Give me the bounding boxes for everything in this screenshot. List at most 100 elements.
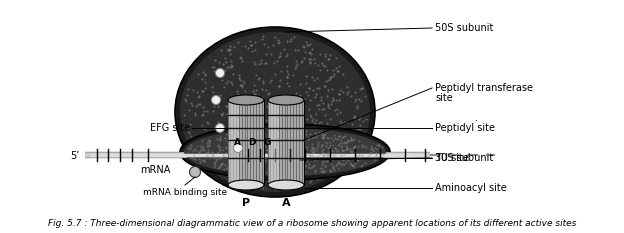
Point xyxy=(308,89,318,92)
Point xyxy=(202,144,212,148)
Point xyxy=(295,82,305,86)
Point xyxy=(276,132,286,135)
Point xyxy=(228,140,238,144)
Point xyxy=(306,148,316,152)
Point xyxy=(328,143,338,147)
Point xyxy=(328,156,338,160)
Point xyxy=(271,149,281,153)
Point xyxy=(184,108,194,111)
Point xyxy=(208,100,218,104)
Point xyxy=(197,113,207,117)
Point xyxy=(285,143,295,147)
Point xyxy=(290,152,300,156)
Point xyxy=(202,141,212,144)
Point xyxy=(183,87,193,91)
Point xyxy=(268,137,278,140)
Point xyxy=(236,131,246,135)
Point xyxy=(339,120,349,123)
Point xyxy=(263,148,273,152)
Point xyxy=(318,169,328,173)
Point xyxy=(270,187,280,190)
Point xyxy=(324,144,334,147)
Point xyxy=(295,100,305,104)
Point xyxy=(250,162,260,166)
Point xyxy=(285,116,295,120)
Ellipse shape xyxy=(184,128,386,176)
Point xyxy=(242,134,252,138)
Point xyxy=(269,161,279,164)
Point xyxy=(248,163,258,167)
Point xyxy=(305,108,314,111)
Point xyxy=(236,83,246,86)
Point xyxy=(246,165,256,169)
Point xyxy=(260,128,270,132)
Point xyxy=(267,142,277,146)
Point xyxy=(355,87,365,91)
Point xyxy=(236,57,246,60)
Point xyxy=(197,89,207,93)
Point xyxy=(204,141,214,145)
Point xyxy=(286,166,296,170)
Point xyxy=(251,157,261,160)
Point xyxy=(227,142,237,146)
Point xyxy=(299,157,309,160)
Point xyxy=(299,140,309,143)
Point xyxy=(244,156,254,160)
Point xyxy=(239,144,249,148)
Point xyxy=(250,127,260,130)
Point xyxy=(205,144,215,147)
Point xyxy=(330,153,340,157)
Point xyxy=(235,146,245,150)
Point xyxy=(297,137,307,141)
Point xyxy=(308,140,318,144)
Point xyxy=(307,75,317,79)
Point xyxy=(276,134,286,137)
Point xyxy=(301,74,311,78)
Point xyxy=(226,135,236,138)
Point xyxy=(334,93,344,96)
Point xyxy=(260,147,270,151)
Point xyxy=(319,132,329,136)
Point xyxy=(339,140,349,144)
Point xyxy=(235,73,245,77)
Point xyxy=(243,164,253,168)
Point xyxy=(339,134,349,137)
Point xyxy=(291,113,301,116)
Point xyxy=(285,170,295,173)
Point xyxy=(280,173,290,177)
Point xyxy=(367,146,377,150)
Text: EFG site: EFG site xyxy=(150,123,190,133)
Point xyxy=(296,59,306,63)
Point xyxy=(328,157,338,161)
Point xyxy=(245,40,255,43)
Point xyxy=(245,170,255,174)
Point xyxy=(268,141,278,145)
Point xyxy=(331,66,341,70)
Point xyxy=(288,154,298,158)
Point xyxy=(236,109,246,112)
Point xyxy=(291,64,301,68)
Point xyxy=(351,97,361,101)
Point xyxy=(193,95,203,99)
Point xyxy=(235,158,245,162)
Point xyxy=(213,120,223,123)
Point xyxy=(342,146,352,150)
Point xyxy=(243,165,253,169)
Point xyxy=(269,159,279,163)
Point xyxy=(335,119,345,123)
Point xyxy=(298,154,308,158)
Point xyxy=(198,158,208,162)
Point xyxy=(343,158,353,162)
Point xyxy=(261,61,271,65)
Point xyxy=(263,169,273,173)
Point xyxy=(330,108,340,112)
Point xyxy=(315,52,325,56)
Point xyxy=(276,185,286,188)
Point xyxy=(235,159,245,162)
Point xyxy=(301,40,311,44)
Point xyxy=(209,161,219,165)
Point xyxy=(319,164,329,168)
Point xyxy=(270,152,280,156)
Point xyxy=(316,145,326,149)
Point xyxy=(338,90,348,94)
